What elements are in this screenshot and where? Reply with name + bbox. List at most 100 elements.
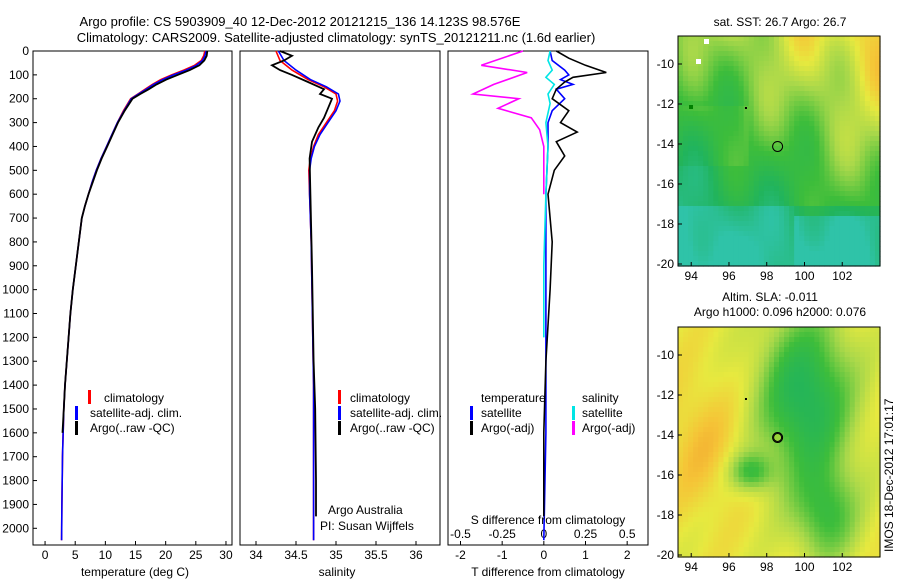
heatmap-cell xyxy=(768,552,775,558)
heatmap-cell xyxy=(708,236,714,242)
heatmap-cell xyxy=(834,226,841,232)
heatmap-cell xyxy=(849,191,856,197)
heatmap-cell xyxy=(773,196,780,202)
heatmap-cell xyxy=(844,116,851,122)
missing-data-cell xyxy=(696,59,701,64)
heatmap-cell xyxy=(869,502,876,508)
heatmap-cell xyxy=(698,502,704,508)
heatmap-cell xyxy=(779,332,785,338)
heatmap-cell xyxy=(804,131,810,137)
heatmap-cell xyxy=(794,196,800,202)
heatmap-cell xyxy=(804,171,810,177)
heatmap-cell xyxy=(859,507,866,513)
heatmap-cell xyxy=(784,527,790,533)
heatmap-cell xyxy=(718,171,725,177)
heatmap-cell xyxy=(794,71,800,77)
heatmap-cell xyxy=(708,51,714,57)
salinity-xlabel: salinity xyxy=(319,565,356,579)
heatmap-cell xyxy=(859,462,866,468)
heatmap-cell xyxy=(849,397,856,403)
heatmap-cell xyxy=(829,251,836,257)
heatmap-cell xyxy=(849,96,856,102)
heatmap-cell xyxy=(703,527,709,533)
heatmap-cell xyxy=(763,41,770,47)
heatmap-cell xyxy=(703,507,709,513)
heatmap-cell xyxy=(784,81,790,87)
heatmap-cell xyxy=(804,387,810,393)
heatmap-cell xyxy=(794,387,800,393)
heatmap-cell xyxy=(753,186,760,192)
heatmap-cell xyxy=(819,412,826,418)
heatmap-cell xyxy=(829,126,836,132)
heatmap-cell xyxy=(683,472,689,478)
heatmap-cell xyxy=(758,342,765,348)
heatmap-cell xyxy=(688,502,694,508)
heatmap-cell xyxy=(693,261,699,267)
heatmap-cell xyxy=(829,512,836,518)
heatmap-cell xyxy=(753,392,760,398)
heatmap-cell xyxy=(713,111,719,117)
heatmap-cell xyxy=(874,387,881,393)
heatmap-cell xyxy=(688,176,694,182)
heatmap-cell xyxy=(804,442,810,448)
heatmap-cell xyxy=(804,392,810,398)
heatmap-cell xyxy=(809,502,815,508)
heatmap-cell xyxy=(864,372,871,378)
lon-tick-label: 96 xyxy=(722,269,736,283)
heatmap-cell xyxy=(844,81,851,87)
heatmap-cell xyxy=(678,527,684,533)
heatmap-cell xyxy=(809,427,815,433)
heatmap-cell xyxy=(773,477,780,483)
heatmap-cell xyxy=(874,191,881,197)
heatmap-cell xyxy=(698,367,704,373)
heatmap-cell xyxy=(773,552,780,558)
heatmap-cell xyxy=(869,156,876,162)
heatmap-cell xyxy=(844,337,851,343)
sla-map-title-line2: Argo h1000: 0.096 h2000: 0.076 xyxy=(694,305,866,319)
heatmap-cell xyxy=(799,136,805,142)
heatmap-cell xyxy=(874,66,881,72)
depth-tick-label: 300 xyxy=(9,116,29,130)
heatmap-cell xyxy=(824,116,831,122)
heatmap-cell xyxy=(738,442,745,448)
heatmap-cell xyxy=(718,121,725,127)
heatmap-cell xyxy=(773,382,780,388)
legend-swatch-s-argo xyxy=(572,421,575,435)
heatmap-cell xyxy=(718,46,725,52)
heatmap-cell xyxy=(758,377,765,383)
heatmap-cell xyxy=(824,46,831,52)
heatmap-cell xyxy=(768,532,775,538)
heatmap-cell xyxy=(864,146,871,152)
heatmap-cell xyxy=(693,41,699,47)
heatmap-cell xyxy=(698,261,704,267)
heatmap-cell xyxy=(728,41,735,47)
heatmap-cell xyxy=(829,532,836,538)
heatmap-cell xyxy=(763,542,770,548)
heatmap-cell xyxy=(829,171,836,177)
heatmap-cell xyxy=(874,532,881,538)
heatmap-cell xyxy=(819,527,826,533)
lat-tick-label: -18 xyxy=(657,508,675,522)
heatmap-cell xyxy=(738,392,745,398)
heatmap-cell xyxy=(698,146,704,152)
heatmap-cell xyxy=(824,166,831,172)
heatmap-cell xyxy=(814,347,820,353)
heatmap-cell xyxy=(819,337,826,343)
heatmap-cell xyxy=(758,552,765,558)
heatmap-cell xyxy=(733,367,740,373)
heatmap-cell xyxy=(809,437,815,443)
heatmap-cell xyxy=(753,332,760,338)
heatmap-cell xyxy=(789,116,795,122)
heatmap-cell xyxy=(784,492,790,498)
heatmap-cell xyxy=(768,141,775,147)
heatmap-cell xyxy=(854,111,861,117)
heatmap-cell xyxy=(844,387,851,393)
heatmap-cell xyxy=(859,221,866,227)
heatmap-cell xyxy=(688,61,694,67)
temperature-xlabel: temperature (deg C) xyxy=(81,565,189,579)
heatmap-cell xyxy=(748,492,755,498)
heatmap-cell xyxy=(698,362,704,368)
heatmap-cell xyxy=(678,76,684,82)
heatmap-cell xyxy=(738,377,745,383)
heatmap-cell xyxy=(748,397,755,403)
